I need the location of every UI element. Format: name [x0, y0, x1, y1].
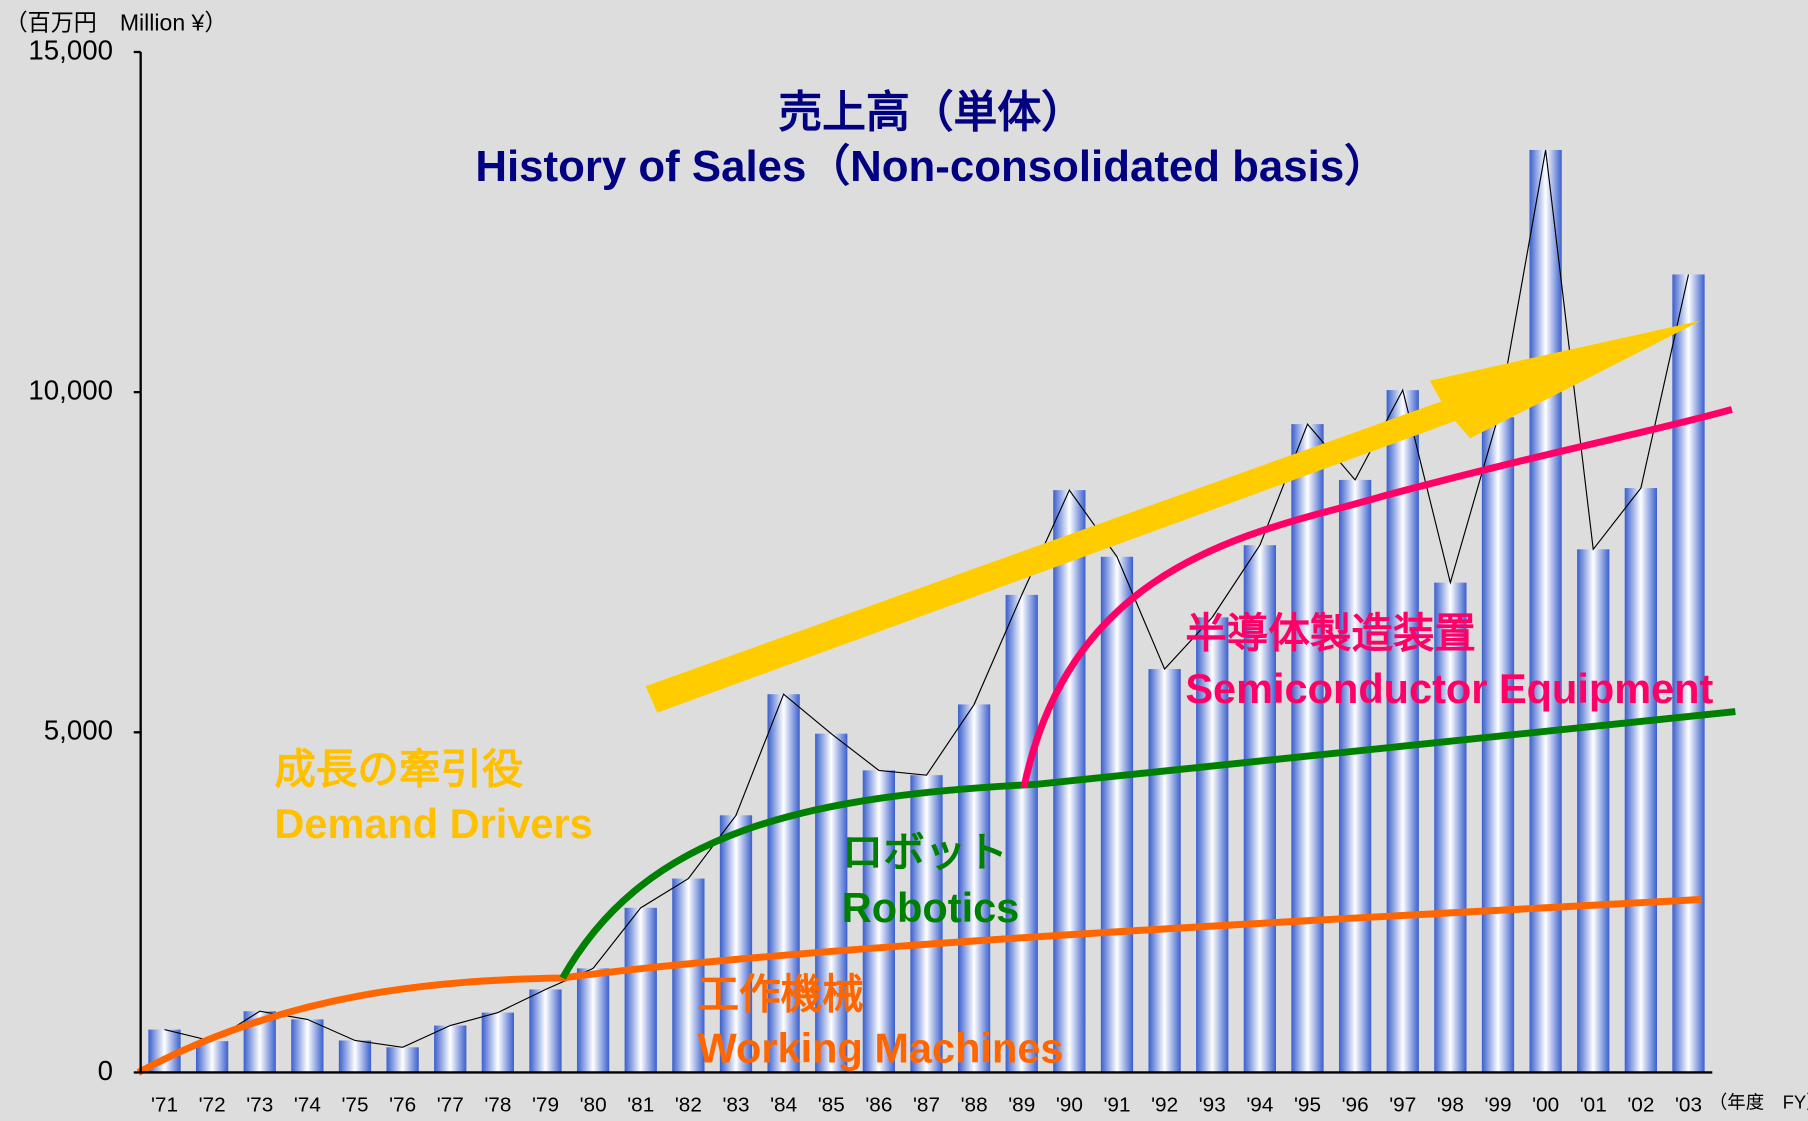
bar [529, 989, 562, 1073]
bar [815, 733, 848, 1073]
x-tick-label: '90 [1056, 1093, 1083, 1116]
bar [719, 815, 753, 1073]
y-tick-label: 15,000 [28, 34, 113, 65]
annotation: 半導体製造装置 [1185, 610, 1476, 657]
bar [1005, 594, 1038, 1073]
bar [624, 907, 657, 1073]
x-tick-label: '01 [1580, 1093, 1607, 1116]
annotation: 工作機械 [698, 970, 864, 1017]
x-tick-label: '97 [1389, 1093, 1416, 1116]
bar [195, 1041, 229, 1073]
annotation: ロボット [842, 829, 1008, 876]
x-tick-label: '73 [246, 1093, 273, 1116]
chart-subtitle: History of Sales（Non-consolidated basis） [475, 142, 1388, 191]
x-tick-label: '96 [1342, 1093, 1369, 1116]
bar [1672, 274, 1705, 1073]
x-tick-label: '94 [1246, 1093, 1273, 1116]
bar [862, 770, 896, 1073]
x-tick-label: '79 [532, 1093, 559, 1116]
bar [291, 1019, 324, 1073]
bar [1243, 545, 1277, 1073]
trend-semiconductor [1020, 406, 1733, 789]
x-tick-label: '02 [1627, 1093, 1654, 1116]
trend-working-machines [136, 896, 1701, 1076]
bar [910, 775, 943, 1073]
bar [1624, 488, 1658, 1073]
x-axis-label: （年度 FY） [1709, 1091, 1808, 1112]
bar [1148, 669, 1181, 1073]
bar [1291, 424, 1324, 1073]
x-tick-label: '00 [1532, 1093, 1559, 1116]
growth-arrow [645, 320, 1701, 713]
y-axis-label: （百万円 Million ¥） [5, 9, 228, 35]
bar [672, 878, 705, 1073]
x-tick-label: '81 [627, 1093, 654, 1116]
annotation: 成長の牽引役 [274, 746, 524, 793]
bar [434, 1025, 467, 1073]
y-tick-label: 10,000 [28, 374, 113, 405]
x-tick-label: '93 [1199, 1093, 1226, 1116]
x-tick-label: '75 [341, 1093, 368, 1116]
bar [1196, 617, 1229, 1073]
trend-robotics [559, 708, 1736, 980]
y-tick-label: 0 [98, 1055, 113, 1086]
chart-title: 売上高（単体） [778, 88, 1085, 137]
bar [1100, 556, 1134, 1073]
bar [576, 968, 610, 1073]
bar [1529, 149, 1562, 1073]
bar [338, 1040, 372, 1073]
bar [1481, 417, 1515, 1073]
x-tick-label: '76 [389, 1093, 416, 1116]
annotation: Working Machines [698, 1025, 1064, 1072]
x-tick-label: '71 [151, 1093, 178, 1116]
bar [386, 1047, 419, 1073]
x-tick-label: '87 [913, 1093, 940, 1116]
y-tick-label: 5,000 [44, 715, 113, 746]
bar-top-line [164, 149, 1690, 1048]
x-tick-label: '85 [818, 1093, 845, 1116]
annotation: Semiconductor Equipment [1185, 665, 1713, 712]
x-tick-label: '95 [1294, 1093, 1321, 1116]
bar [1434, 582, 1467, 1073]
bar [1338, 479, 1372, 1073]
x-tick-label: '83 [722, 1093, 749, 1116]
annotation: Demand Drivers [274, 800, 592, 847]
x-tick-label: '99 [1484, 1093, 1511, 1116]
x-tick-label: '86 [865, 1093, 892, 1116]
x-tick-label: '98 [1437, 1093, 1464, 1116]
x-tick-label: '82 [675, 1093, 702, 1116]
bar [767, 694, 800, 1073]
bar [1386, 390, 1419, 1073]
x-tick-label: '77 [437, 1093, 464, 1116]
bar [1577, 549, 1610, 1073]
x-tick-label: '89 [1008, 1093, 1035, 1116]
x-tick-label: '80 [580, 1093, 607, 1116]
x-tick-label: '03 [1675, 1093, 1702, 1116]
x-tick-label: '78 [484, 1093, 511, 1116]
x-tick-label: '84 [770, 1093, 797, 1116]
x-tick-label: '92 [1151, 1093, 1178, 1116]
x-tick-label: '88 [961, 1093, 988, 1116]
annotation: Robotics [842, 884, 1020, 931]
x-tick-label: '74 [294, 1093, 321, 1116]
bar [481, 1012, 515, 1073]
x-tick-label: '91 [1103, 1093, 1130, 1116]
bar [957, 704, 991, 1073]
x-tick-label: '72 [199, 1093, 226, 1116]
